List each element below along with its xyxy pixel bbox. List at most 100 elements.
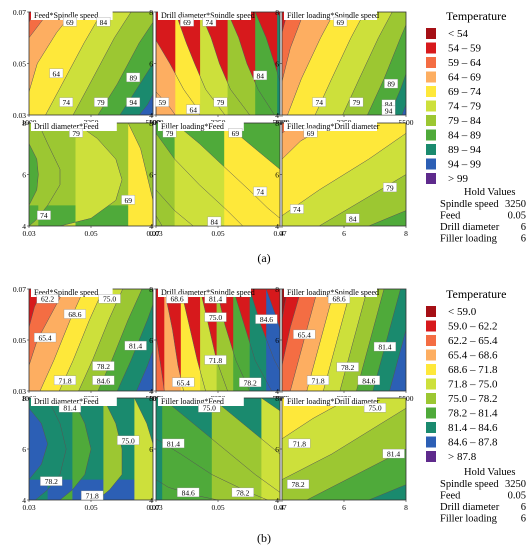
contour-label: 74 [315, 98, 323, 107]
hold-values-name: Feed [440, 211, 461, 222]
y-tick-label: 4 [149, 496, 153, 505]
legend-swatch [426, 335, 436, 346]
legend-swatch [426, 393, 436, 404]
contour-label-box [239, 377, 262, 387]
contour-label: 84.6 [260, 315, 273, 324]
contour-label: 78.2 [292, 480, 305, 489]
contour-label-box [53, 375, 77, 385]
contour-band [200, 12, 280, 115]
contour-panel: Feed*Spindle speed1000325055000.030.050.… [13, 285, 161, 403]
y-tick-label: 8 [275, 8, 279, 17]
legend-swatch [426, 349, 436, 361]
contour-line [116, 304, 153, 391]
hold-values-name: Spindle speed [440, 479, 499, 490]
hold-values-name: Filler loading [440, 514, 498, 525]
x-tick-label: 5500 [146, 118, 161, 127]
panel-title-bg [284, 122, 377, 131]
x-tick-label: 4 [280, 503, 284, 512]
y-tick-label: 8 [22, 119, 26, 128]
contour-label-box [383, 182, 397, 193]
contour-line [368, 210, 406, 226]
contour-line [156, 215, 163, 226]
y-tick-label: 6 [275, 171, 279, 180]
panel-title: Feed*Spindle speed [34, 11, 98, 20]
x-tick-label: 5500 [273, 118, 288, 127]
legend-swatch [426, 129, 436, 141]
y-tick-label: 6 [149, 445, 153, 454]
y-tick-label: 6 [149, 171, 153, 180]
legend-swatch [426, 173, 436, 184]
y-tick-label: 4 [22, 496, 26, 505]
contour-label-box [36, 294, 59, 304]
contour-label: 71.8 [58, 376, 71, 385]
hold-values-name: Drill diameter [440, 502, 500, 513]
contour-lines [156, 398, 280, 500]
contour-label-box [312, 97, 327, 107]
contour-line [342, 12, 393, 115]
y-tick-label: 8 [275, 285, 279, 294]
contour-panel: Filler loading*Drill diameter 4 6 8 4 6 8 71.8 7… [275, 394, 408, 512]
y-tick-label: 6 [22, 445, 26, 454]
contour-line [156, 189, 194, 226]
legend-label: 65.4 – 68.6 [448, 350, 498, 362]
contour-line [367, 24, 406, 115]
contour-band [60, 398, 153, 500]
contour-label: 64 [53, 69, 61, 78]
y-tick-label: 8 [149, 394, 153, 403]
contour-fills [156, 123, 280, 226]
legend-label: 81.4 – 84.6 [448, 422, 498, 434]
contour-label-box [81, 490, 104, 501]
panel-title-bg [158, 288, 251, 297]
contour-line [290, 289, 319, 391]
contour-line [29, 289, 66, 366]
contour-line [136, 350, 153, 391]
contour-label: 84 [349, 214, 357, 223]
legend-swatch [426, 57, 436, 68]
contour-panel: Drill diameter*Spindle speed100032505500… [149, 8, 288, 127]
contour-line [368, 484, 406, 500]
contour-label: 65.4 [298, 330, 311, 339]
legend-label: 71.8 – 75.0 [448, 379, 498, 391]
hold-values-value: 6 [521, 222, 526, 233]
x-tick-label: 0.03 [149, 229, 162, 238]
contour-label-box [204, 294, 227, 304]
panel-title: Filler loading*Feed [161, 397, 224, 406]
contour-label: 81.4 [209, 295, 222, 304]
contour-label: 78.2 [45, 477, 58, 486]
contour-label-box [58, 403, 81, 413]
contour-line [156, 334, 165, 391]
legend-label: 94 – 99 [448, 159, 482, 171]
hold-values-value: 3250 [505, 479, 526, 490]
contour-line [59, 398, 92, 500]
contour-label-box [126, 72, 141, 83]
contour-label-box [94, 97, 108, 107]
contour-label-box [290, 204, 304, 214]
legend-label: 59.0 – 62.2 [448, 321, 498, 333]
contour-line [174, 123, 280, 219]
contour-label: 78.2 [236, 488, 249, 497]
contour-label: 84 [100, 18, 108, 27]
contour-line [249, 289, 280, 371]
contour-line [59, 123, 123, 226]
contour-line [401, 104, 406, 115]
chart-a: Feed*Spindle speed 1000 3250 5500 0.03 0.05 0.… [13, 8, 526, 265]
contour-line [35, 398, 67, 500]
x-tick-label: 0.05 [211, 503, 224, 512]
legend-label: 68.6 – 71.8 [448, 364, 498, 376]
contour-line [254, 12, 280, 82]
legend-swatch [426, 436, 436, 448]
x-tick-label: 0.05 [211, 229, 224, 238]
panel-title-bg [158, 11, 251, 20]
contour-label: 74 [206, 18, 214, 27]
contour-fills [282, 289, 406, 391]
contour-label: 79 [353, 98, 361, 107]
contour-label-box [382, 448, 405, 459]
contour-line [232, 289, 272, 391]
contour-label: 79 [97, 98, 105, 107]
contour-label-box [357, 375, 380, 385]
contour-label-box [204, 355, 227, 365]
legend-label: 74 – 79 [448, 101, 482, 113]
contour-line [282, 12, 305, 82]
legend-swatch [426, 144, 436, 155]
